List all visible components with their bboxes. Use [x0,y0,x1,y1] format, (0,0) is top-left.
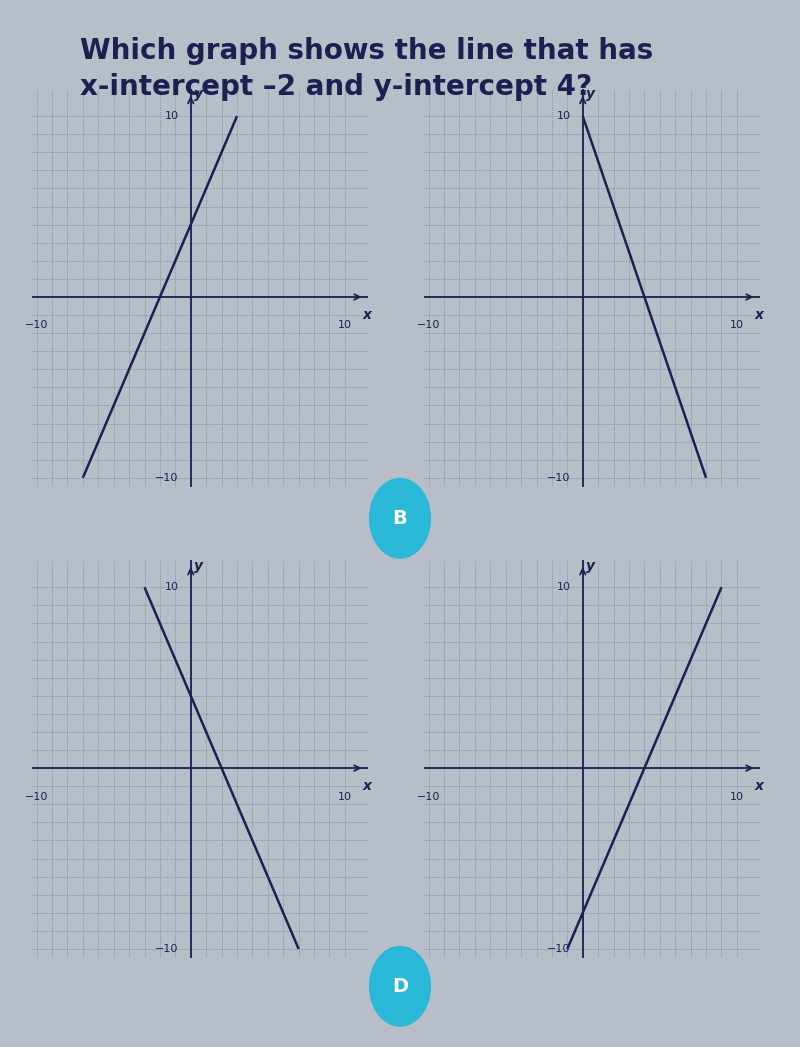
Text: Which graph shows the line that has: Which graph shows the line that has [80,37,654,65]
Text: −10: −10 [25,320,48,331]
Text: D: D [392,977,408,996]
Text: −10: −10 [417,792,440,802]
Text: −10: −10 [417,320,440,331]
Text: −10: −10 [25,792,48,802]
Text: 10: 10 [338,792,352,802]
Text: x: x [362,308,371,322]
Text: x: x [754,779,763,794]
Text: 10: 10 [730,792,744,802]
Text: y: y [194,558,203,573]
Text: x: x [362,779,371,794]
Text: −10: −10 [155,944,178,954]
Text: 10: 10 [557,582,570,593]
Text: x-intercept –2 and y-intercept 4?: x-intercept –2 and y-intercept 4? [80,73,592,102]
Text: 10: 10 [557,111,570,121]
Text: 10: 10 [730,320,744,331]
Text: B: B [393,509,407,528]
Text: x: x [754,308,763,322]
Text: 10: 10 [338,320,352,331]
Text: y: y [586,87,595,102]
Text: 10: 10 [165,111,178,121]
Text: y: y [586,558,595,573]
Text: −10: −10 [547,473,570,483]
Text: y: y [194,87,203,102]
Text: −10: −10 [547,944,570,954]
Text: −10: −10 [155,473,178,483]
Text: 10: 10 [165,582,178,593]
